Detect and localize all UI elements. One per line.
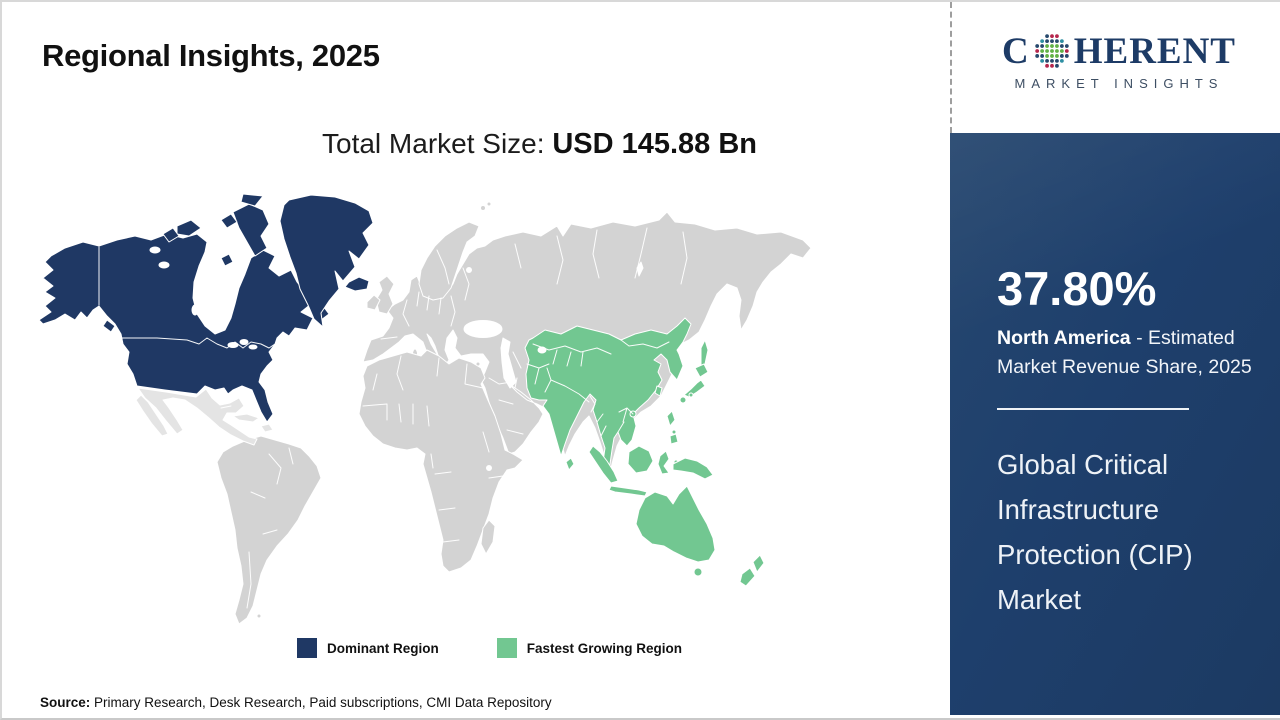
sidebar-divider bbox=[997, 408, 1189, 410]
source-label: Source: bbox=[40, 695, 91, 710]
company-logo: C HERENT MARKET INSIGHTS bbox=[978, 32, 1260, 92]
region-greenland bbox=[279, 194, 374, 328]
market-size-value: USD 145.88 Bn bbox=[552, 128, 758, 160]
sidebar-content: 37.80% North America - Estimated Market … bbox=[997, 261, 1263, 622]
source-text: Primary Research, Desk Research, Paid su… bbox=[90, 695, 552, 710]
legend-item-fastest-growing: Fastest Growing Region bbox=[496, 638, 683, 658]
share-caption-rest: - Estimated Market Revenue Share, 2025 bbox=[997, 327, 1252, 378]
map-legend: Dominant Region Fastest Growing Region bbox=[297, 638, 682, 658]
dominant-region-swatch bbox=[297, 638, 317, 658]
legend-item-dominant: Dominant Region bbox=[297, 638, 439, 658]
source-line: Source: Primary Research, Desk Research,… bbox=[40, 695, 552, 710]
region-asia-pacific bbox=[524, 317, 765, 587]
stats-sidebar: 37.80% North America - Estimated Market … bbox=[950, 133, 1280, 715]
main-area: Regional Insights, 2025 Total Market Siz… bbox=[2, 2, 950, 718]
inland-water bbox=[149, 246, 644, 471]
fastest-growing-region-swatch bbox=[496, 638, 517, 658]
region-latin-america-north bbox=[135, 387, 274, 446]
legend-label-dominant: Dominant Region bbox=[327, 640, 439, 656]
report-title: Global Critical Infrastructure Protectio… bbox=[997, 449, 1193, 615]
logo-tagline: MARKET INSIGHTS bbox=[1014, 76, 1224, 91]
world-map bbox=[38, 193, 812, 625]
share-caption: North America - Estimated Market Revenue… bbox=[997, 324, 1261, 382]
region-new-zealand bbox=[752, 554, 765, 573]
country-borders bbox=[98, 227, 688, 609]
brand-box: C HERENT MARKET INSIGHTS bbox=[950, 2, 1280, 133]
market-size-label: Total Market Size: bbox=[322, 128, 553, 159]
region-australia bbox=[635, 485, 716, 563]
page-title: Regional Insights, 2025 bbox=[42, 38, 380, 73]
dotted-globe-icon bbox=[1035, 34, 1069, 68]
legend-label-fastest-growing: Fastest Growing Region bbox=[526, 640, 683, 656]
total-market-size: Total Market Size: USD 145.88 Bn bbox=[322, 128, 757, 161]
share-value: 37.80% bbox=[997, 262, 1157, 315]
region-iceland bbox=[344, 276, 370, 292]
world-map-container bbox=[37, 192, 817, 627]
logo-letters-rest: HERENT bbox=[1073, 30, 1236, 72]
region-north-america bbox=[38, 193, 330, 423]
logo-letter-c: C bbox=[1002, 30, 1030, 72]
share-region: North America bbox=[997, 327, 1131, 349]
logo-wordmark: C HERENT bbox=[978, 32, 1260, 70]
